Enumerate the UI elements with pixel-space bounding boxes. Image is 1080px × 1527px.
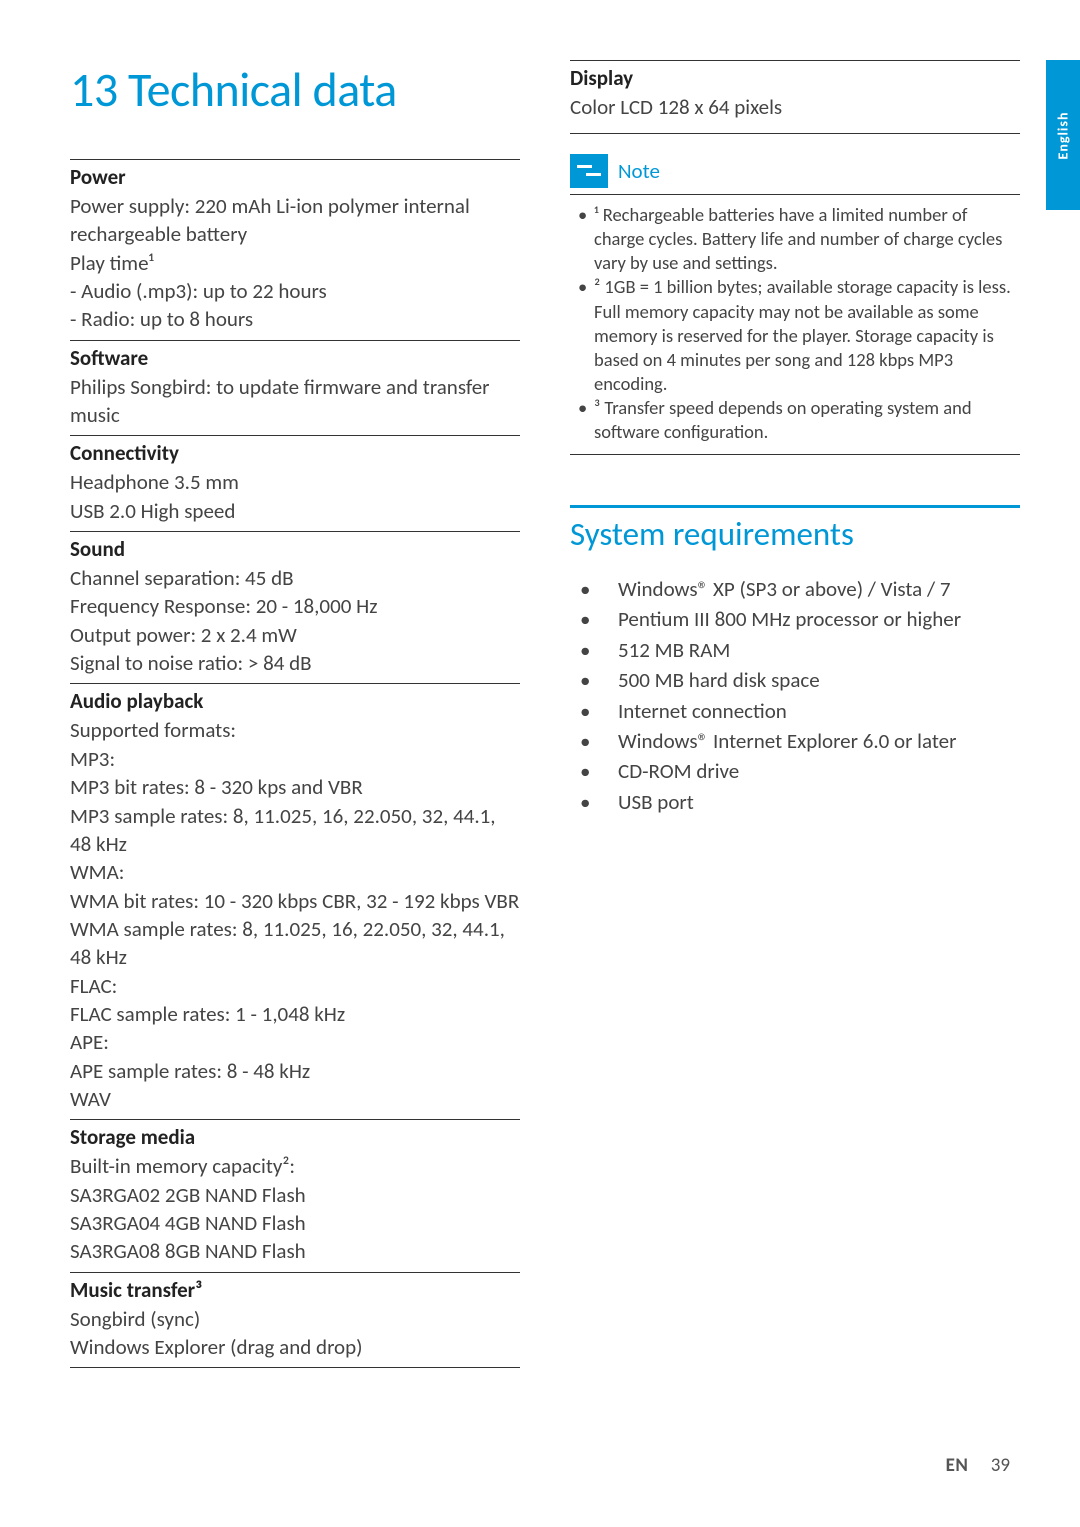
spec-heading: Power (70, 164, 520, 190)
spec-line: Headphone 3.5 mm (70, 468, 520, 496)
spec-body: Headphone 3.5 mmUSB 2.0 High speed (70, 468, 520, 531)
sysreq-item: Windows® XP (SP3 or above) / Vista / 7 (570, 574, 1020, 604)
spec-line: APE: (70, 1028, 520, 1056)
spec-heading: Storage media (70, 1124, 520, 1150)
spec-section: ConnectivityHeadphone 3.5 mmUSB 2.0 High… (70, 435, 520, 531)
note-item: ¹ Rechargeable batteries have a limited … (574, 203, 1016, 275)
spec-line: MP3: (70, 745, 520, 773)
right-column: Display Color LCD 128 x 64 pixels Note ¹… (570, 60, 1020, 1368)
spec-line: Windows Explorer (drag and drop) (70, 1333, 520, 1361)
spec-line: Philips Songbird: to update firmware and… (70, 373, 520, 430)
spec-line: Songbird (sync) (70, 1305, 520, 1333)
spec-line: FLAC: (70, 972, 520, 1000)
spec-body: Power supply: 220 mAh Li-ion polymer int… (70, 192, 520, 340)
spec-heading: Audio playback (70, 688, 520, 714)
note-box: Note ¹ Rechargeable batteries have a lim… (570, 154, 1020, 454)
system-requirements-list: Windows® XP (SP3 or above) / Vista / 7Pe… (570, 574, 1020, 818)
spec-body: Songbird (sync)Windows Explorer (drag an… (70, 1305, 520, 1368)
left-column: 13 Technical data PowerPower supply: 220… (70, 60, 520, 1368)
note-icon (570, 154, 608, 188)
page-content: 13 Technical data PowerPower supply: 220… (0, 0, 1080, 1408)
sysreq-item: Windows® Internet Explorer 6.0 or later (570, 726, 1020, 756)
spec-section: PowerPower supply: 220 mAh Li-ion polyme… (70, 159, 520, 340)
spec-line: Play time¹ (70, 249, 520, 277)
note-header: Note (570, 154, 1020, 188)
spec-section: Storage mediaBuilt-in memory capacity²:S… (70, 1119, 520, 1271)
sysreq-item: 500 MB hard disk space (570, 665, 1020, 695)
spec-section: Music transfer³Songbird (sync)Windows Ex… (70, 1272, 520, 1368)
spec-heading: Sound (70, 536, 520, 562)
spec-body: Color LCD 128 x 64 pixels (570, 93, 1020, 127)
spec-display: Display Color LCD 128 x 64 pixels (570, 60, 1020, 134)
spec-line: Power supply: 220 mAh Li-ion polymer int… (70, 192, 520, 249)
spec-section: SoftwarePhilips Songbird: to update firm… (70, 340, 520, 436)
spec-section: Audio playbackSupported formats:MP3:MP3 … (70, 683, 520, 1119)
spec-line: USB 2.0 High speed (70, 497, 520, 525)
language-tab-label: English (1055, 111, 1072, 159)
spec-line: Channel separation: 45 dB (70, 564, 520, 592)
spec-line: Supported formats: (70, 716, 520, 744)
spec-line: Color LCD 128 x 64 pixels (570, 93, 1020, 121)
spec-heading: Display (570, 65, 1020, 91)
spec-section: SoundChannel separation: 45 dBFrequency … (70, 531, 520, 683)
spec-line: - Audio (.mp3): up to 22 hours (70, 277, 520, 305)
spec-heading: Music transfer³ (70, 1277, 520, 1303)
spec-line: Built-in memory capacity²: (70, 1152, 520, 1180)
spec-line: SA3RGA02 2GB NAND Flash (70, 1181, 520, 1209)
chapter-title-text: Technical data (128, 60, 397, 119)
spec-line: SA3RGA08 8GB NAND Flash (70, 1237, 520, 1265)
page-footer: EN 39 (946, 1454, 1010, 1477)
spec-body: Built-in memory capacity²:SA3RGA02 2GB N… (70, 1152, 520, 1271)
spec-line: SA3RGA04 4GB NAND Flash (70, 1209, 520, 1237)
chapter-title: 13 Technical data (70, 60, 520, 119)
spec-line: Output power: 2 x 2.4 mW (70, 621, 520, 649)
spec-line: WMA sample rates: 8, 11.025, 16, 22.050,… (70, 915, 520, 972)
spec-line: MP3 bit rates: 8 - 320 kps and VBR (70, 773, 520, 801)
sysreq-item: Pentium III 800 MHz processor or higher (570, 604, 1020, 634)
sysreq-item: 512 MB RAM (570, 635, 1020, 665)
spec-line: WMA bit rates: 10 - 320 kbps CBR, 32 - 1… (70, 887, 520, 915)
sysreq-item: CD-ROM drive (570, 756, 1020, 786)
spec-heading: Software (70, 345, 520, 371)
spec-body: Philips Songbird: to update firmware and… (70, 373, 520, 436)
spec-line: MP3 sample rates: 8, 11.025, 16, 22.050,… (70, 802, 520, 859)
footer-lang: EN (946, 1454, 969, 1477)
note-body: ¹ Rechargeable batteries have a limited … (570, 194, 1020, 454)
system-requirements-title: System requirements (570, 505, 1020, 554)
spec-body: Supported formats:MP3:MP3 bit rates: 8 -… (70, 716, 520, 1119)
sysreq-item: USB port (570, 787, 1020, 817)
footer-page: 39 (991, 1454, 1010, 1477)
spec-line: Signal to noise ratio: > 84 dB (70, 649, 520, 677)
note-item: ³ Transfer speed depends on operating sy… (574, 396, 1016, 444)
note-label: Note (618, 158, 660, 184)
spec-body: Channel separation: 45 dBFrequency Respo… (70, 564, 520, 683)
spec-line: WAV (70, 1085, 520, 1113)
spec-line: FLAC sample rates: 1 - 1,048 kHz (70, 1000, 520, 1028)
spec-heading: Connectivity (70, 440, 520, 466)
sysreq-item: Internet connection (570, 696, 1020, 726)
spec-line: Frequency Response: 20 - 18,000 Hz (70, 592, 520, 620)
spec-line: - Radio: up to 8 hours (70, 305, 520, 333)
language-tab: English (1046, 60, 1080, 210)
spec-line: APE sample rates: 8 - 48 kHz (70, 1057, 520, 1085)
chapter-number: 13 (70, 60, 118, 119)
spec-line: WMA: (70, 858, 520, 886)
note-item: ² 1GB = 1 billion bytes; available stora… (574, 275, 1016, 395)
